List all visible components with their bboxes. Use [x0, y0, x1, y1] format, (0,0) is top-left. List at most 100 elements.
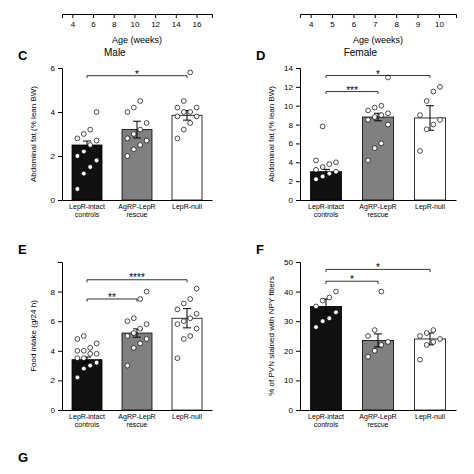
- tick-label: 10: [130, 20, 139, 29]
- tick: 0: [289, 196, 300, 205]
- tick-label: LepR-null: [415, 413, 445, 421]
- tick: LepR-intactcontrols: [308, 410, 344, 428]
- data-point: [194, 326, 199, 331]
- tick-label: LepR-null: [172, 413, 202, 421]
- data-point: [386, 111, 391, 116]
- tick-mark: [296, 68, 300, 69]
- data-point: [94, 360, 99, 365]
- panel: 01020304050LepR-intactcontrolsAgRP-LepRr…: [256, 242, 457, 428]
- tick-label-line: AgRP-LepR: [359, 413, 396, 421]
- data-point: [75, 348, 80, 353]
- bar: [310, 306, 341, 410]
- tick: 2: [51, 152, 62, 161]
- data-point: [81, 132, 86, 137]
- panel-title: Male: [104, 47, 126, 58]
- tick-label: AgRP-LepRrescue: [118, 203, 155, 218]
- tick-label: 0: [51, 196, 56, 205]
- plot-area: [310, 289, 445, 410]
- tick: 4: [71, 14, 76, 29]
- tick-label: LepR-intactcontrols: [308, 203, 344, 218]
- tick-label: 40: [284, 288, 293, 297]
- tick-label: 50: [284, 258, 293, 267]
- data-point: [131, 132, 136, 137]
- data-point: [188, 70, 193, 75]
- axis-line: [301, 15, 457, 19]
- tick-label: 0: [289, 196, 294, 205]
- tick-mark: [58, 68, 62, 69]
- tick: AgRP-LepRrescue: [359, 410, 396, 428]
- data-point: [94, 351, 99, 356]
- axis-line: [58, 69, 63, 201]
- tick-label: 6: [352, 20, 357, 29]
- data-point: [372, 348, 377, 353]
- tick: LepR-null: [172, 200, 202, 211]
- x-axis: LepR-intactcontrolsAgRP-LepRrescueLepR-n…: [63, 410, 213, 428]
- data-point: [386, 340, 391, 345]
- data-point: [188, 110, 193, 115]
- tick-mark: [311, 14, 312, 18]
- tick-mark: [296, 380, 300, 381]
- data-point: [372, 115, 377, 120]
- x-axis: LepR-intactcontrols AgRP-LepRrescue LepR-n…: [301, 410, 457, 428]
- data-point: [138, 341, 143, 346]
- tick: 7: [373, 14, 378, 29]
- bar: [362, 340, 393, 410]
- tick-label: 0: [51, 406, 56, 415]
- tick-label: 10: [284, 102, 293, 111]
- bar: [72, 145, 102, 200]
- data-point: [181, 127, 186, 132]
- tick: 0: [289, 406, 300, 415]
- data-point: [138, 143, 143, 148]
- data-point: [424, 99, 429, 104]
- data-point: [418, 149, 423, 154]
- data-point: [188, 334, 193, 339]
- data-point: [144, 121, 149, 126]
- tick: 8: [289, 121, 300, 130]
- significance-label: **: [108, 292, 116, 303]
- axis-line: [301, 200, 457, 201]
- tick-label: LepR-intactcontrols: [69, 203, 105, 218]
- tick: 9: [416, 14, 421, 29]
- tick-label: 10: [435, 20, 444, 29]
- significance-label: *: [376, 262, 380, 273]
- tick-mark: [196, 14, 197, 18]
- tick-label-line: AgRP-LepR: [359, 203, 396, 211]
- axis-title: Food intake (g/24 h): [29, 300, 38, 372]
- panel: 0246LepR-intactcontrolsAgRP-LepRrescueLe…: [18, 47, 213, 218]
- x-axis: LepR-intactcontrols AgRP-LepRrescue LepR-n…: [301, 200, 457, 218]
- data-point: [131, 147, 136, 152]
- axis-line: [63, 410, 213, 411]
- age-axis: 46810121416: [63, 14, 213, 29]
- data-point: [379, 342, 384, 347]
- tick: 10: [435, 14, 444, 29]
- tick-label: 7: [373, 20, 378, 29]
- data-point: [94, 110, 99, 115]
- tick-label: LepR-null: [415, 203, 445, 211]
- tick-mark: [296, 351, 300, 352]
- tick-mark: [296, 162, 300, 163]
- significance-label: ***: [346, 85, 358, 96]
- tick-mark: [296, 106, 300, 107]
- x-axis: LepR-intactcontrols AgRP-LepRrescue LepR-n…: [63, 200, 213, 218]
- tick-mark: [396, 14, 397, 18]
- data-point: [75, 187, 80, 192]
- tick: LepR-null: [415, 200, 445, 211]
- data-point: [438, 117, 443, 122]
- tick-label-line: rescue: [126, 421, 147, 428]
- data-point: [379, 103, 384, 108]
- data-point: [181, 99, 186, 104]
- bar: [172, 115, 202, 200]
- tick-label: 30: [284, 317, 293, 326]
- data-point: [320, 124, 325, 129]
- data-point: [418, 357, 423, 362]
- data-point: [125, 319, 130, 324]
- bar: [72, 360, 102, 410]
- tick-mark: [72, 14, 73, 18]
- tick: LepR-intactcontrols: [69, 200, 105, 218]
- data-point: [75, 356, 80, 361]
- data-point: [194, 286, 199, 291]
- tick-label: AgRP-LepRrescue: [359, 203, 396, 218]
- data-point: [175, 136, 180, 141]
- tick-mark: [155, 14, 156, 18]
- tick-mark: [296, 200, 300, 201]
